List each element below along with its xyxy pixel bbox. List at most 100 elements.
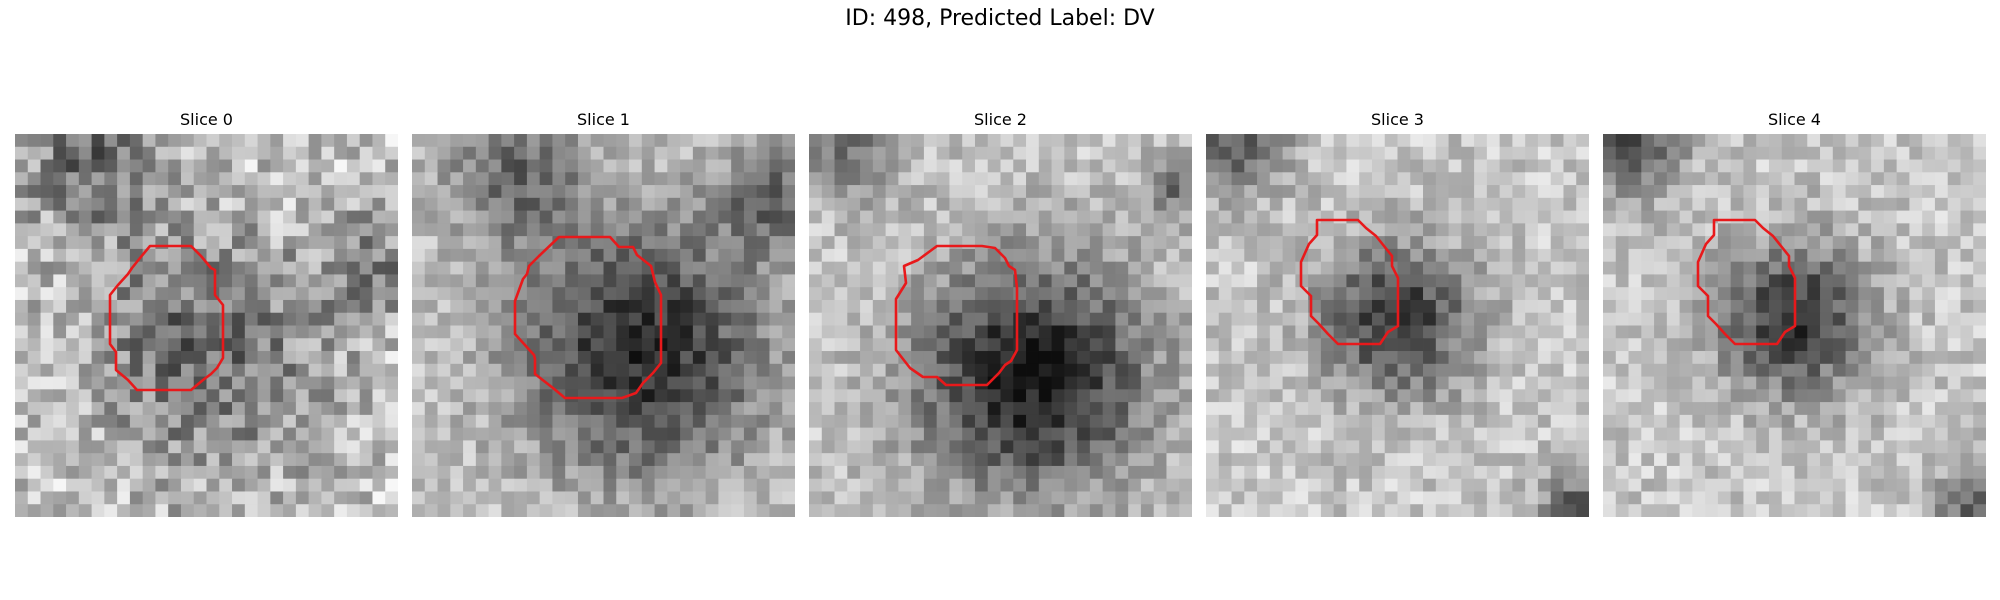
pixel-cell bbox=[1550, 478, 1564, 492]
pixel-cell bbox=[104, 465, 118, 480]
pixel-cell bbox=[1359, 274, 1373, 288]
pixel-cell bbox=[974, 159, 989, 173]
pixel-cell bbox=[1153, 287, 1167, 301]
pixel-cell bbox=[1474, 223, 1488, 237]
pixel-cell bbox=[731, 465, 745, 480]
pixel-cell bbox=[1102, 197, 1116, 211]
pixel-cell bbox=[949, 287, 963, 301]
pixel-cell bbox=[1781, 338, 1795, 352]
pixel-cell bbox=[1934, 325, 1949, 339]
pixel-cell bbox=[155, 172, 169, 186]
pixel-cell bbox=[911, 325, 925, 339]
pixel-cell bbox=[1397, 299, 1411, 314]
pixel-cell bbox=[1896, 236, 1910, 250]
pixel-cell bbox=[616, 274, 630, 288]
pixel-cell bbox=[1128, 504, 1142, 517]
pixel-cell bbox=[1756, 274, 1770, 288]
pixel-cell bbox=[424, 210, 438, 224]
pixel-cell bbox=[526, 172, 541, 186]
pixel-cell bbox=[1346, 325, 1360, 339]
pixel-cell bbox=[1525, 159, 1539, 173]
pixel-cell bbox=[1397, 197, 1411, 211]
pixel-cell bbox=[1499, 299, 1513, 314]
pixel-cell bbox=[1922, 491, 1936, 505]
pixel-cell bbox=[552, 312, 566, 326]
pixel-cell bbox=[1654, 414, 1668, 429]
pixel-cell bbox=[1128, 465, 1142, 480]
pixel-cell bbox=[232, 146, 246, 160]
pixel-cell bbox=[1563, 159, 1577, 173]
pixel-cell bbox=[1603, 223, 1617, 237]
pixel-cell bbox=[1295, 312, 1309, 326]
pixel-cell bbox=[1858, 248, 1872, 263]
pixel-cell bbox=[1077, 261, 1091, 275]
pixel-cell bbox=[1909, 185, 1923, 199]
pixel-cell bbox=[731, 185, 745, 199]
pixel-cell bbox=[295, 351, 310, 365]
pixel-cell bbox=[1537, 210, 1552, 224]
pixel-cell bbox=[641, 172, 655, 186]
pixel-cell bbox=[872, 299, 886, 314]
pixel-cell bbox=[424, 312, 438, 326]
pixel-cell bbox=[1845, 159, 1859, 173]
pixel-cell bbox=[885, 440, 899, 454]
pixel-cell bbox=[1730, 440, 1744, 454]
pixel-cell bbox=[475, 287, 489, 301]
pixel-cell bbox=[117, 325, 131, 339]
pixel-cell bbox=[1973, 261, 1986, 275]
pixel-cell bbox=[412, 312, 426, 326]
pixel-cell bbox=[129, 402, 144, 416]
pixel-cell bbox=[1013, 325, 1027, 339]
pixel-cell bbox=[1474, 338, 1488, 352]
pixel-cell bbox=[1320, 146, 1335, 160]
pixel-cell bbox=[334, 325, 348, 339]
pixel-cell bbox=[1000, 440, 1014, 454]
pixel-cell bbox=[232, 185, 246, 199]
pixel-cell bbox=[385, 299, 398, 314]
pixel-cell bbox=[923, 465, 938, 480]
pixel-cell bbox=[1077, 491, 1091, 505]
pixel-cell bbox=[40, 453, 54, 467]
pixel-cell bbox=[718, 338, 732, 352]
pixel-cell bbox=[1320, 197, 1335, 211]
pixel-cell bbox=[437, 376, 451, 390]
pixel-cell bbox=[1371, 402, 1386, 416]
pixel-cell bbox=[1730, 363, 1744, 377]
pixel-cell bbox=[1922, 134, 1936, 148]
pixel-cell bbox=[743, 389, 758, 403]
pixel-cell bbox=[898, 197, 912, 211]
pixel-cell bbox=[565, 197, 579, 211]
pixel-cell bbox=[936, 325, 950, 339]
pixel-cell bbox=[334, 389, 348, 403]
pixel-cell bbox=[885, 427, 899, 441]
pixel-cell bbox=[1013, 299, 1027, 314]
pixel-cell bbox=[654, 402, 668, 416]
pixel-cell bbox=[1038, 414, 1052, 429]
pixel-cell bbox=[1641, 440, 1655, 454]
pixel-cell bbox=[437, 146, 451, 160]
pixel-cell bbox=[911, 185, 925, 199]
pixel-cell bbox=[923, 351, 938, 365]
pixel-cell bbox=[1486, 210, 1501, 224]
pixel-cell bbox=[1512, 185, 1526, 199]
pixel-cell bbox=[232, 427, 246, 441]
pixel-cell bbox=[1089, 465, 1104, 480]
pixel-cell bbox=[412, 338, 426, 352]
pixel-cell bbox=[1499, 325, 1513, 339]
pixel-cell bbox=[27, 146, 41, 160]
pixel-cell bbox=[667, 427, 681, 441]
pixel-cell bbox=[1448, 146, 1462, 160]
pixel-cell bbox=[488, 440, 502, 454]
pixel-cell bbox=[104, 491, 118, 505]
pixel-cell bbox=[117, 478, 131, 492]
pixel-cell bbox=[501, 440, 515, 454]
pixel-cell bbox=[1871, 261, 1885, 275]
pixel-cell bbox=[142, 338, 156, 352]
pixel-cell bbox=[731, 363, 745, 377]
pixel-cell bbox=[1692, 414, 1706, 429]
pixel-cell bbox=[1038, 465, 1052, 480]
pixel-cell bbox=[270, 491, 284, 505]
pixel-cell bbox=[219, 478, 233, 492]
pixel-cell bbox=[1320, 338, 1335, 352]
pixel-cell bbox=[936, 427, 950, 441]
